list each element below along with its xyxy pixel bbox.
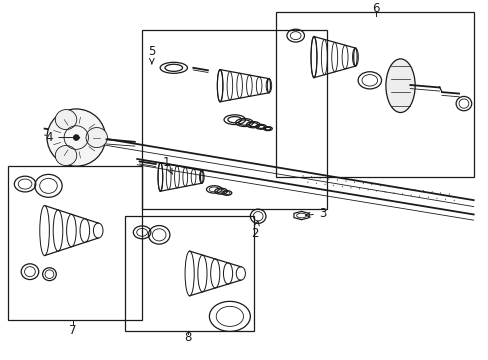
Text: 1: 1 <box>163 156 172 174</box>
Text: 2: 2 <box>251 221 259 240</box>
Ellipse shape <box>385 59 414 113</box>
Bar <box>125 216 254 331</box>
Ellipse shape <box>86 127 107 148</box>
Ellipse shape <box>55 109 77 130</box>
Bar <box>276 12 473 177</box>
Text: 5: 5 <box>148 45 155 64</box>
Ellipse shape <box>47 109 105 166</box>
Text: 8: 8 <box>184 331 192 345</box>
Text: 3: 3 <box>305 207 325 220</box>
Ellipse shape <box>55 145 77 166</box>
Bar <box>8 166 142 320</box>
Text: 7: 7 <box>69 324 77 337</box>
Text: 6: 6 <box>372 2 379 15</box>
Bar <box>142 30 327 209</box>
Text: 4: 4 <box>45 131 80 144</box>
Ellipse shape <box>73 135 79 140</box>
